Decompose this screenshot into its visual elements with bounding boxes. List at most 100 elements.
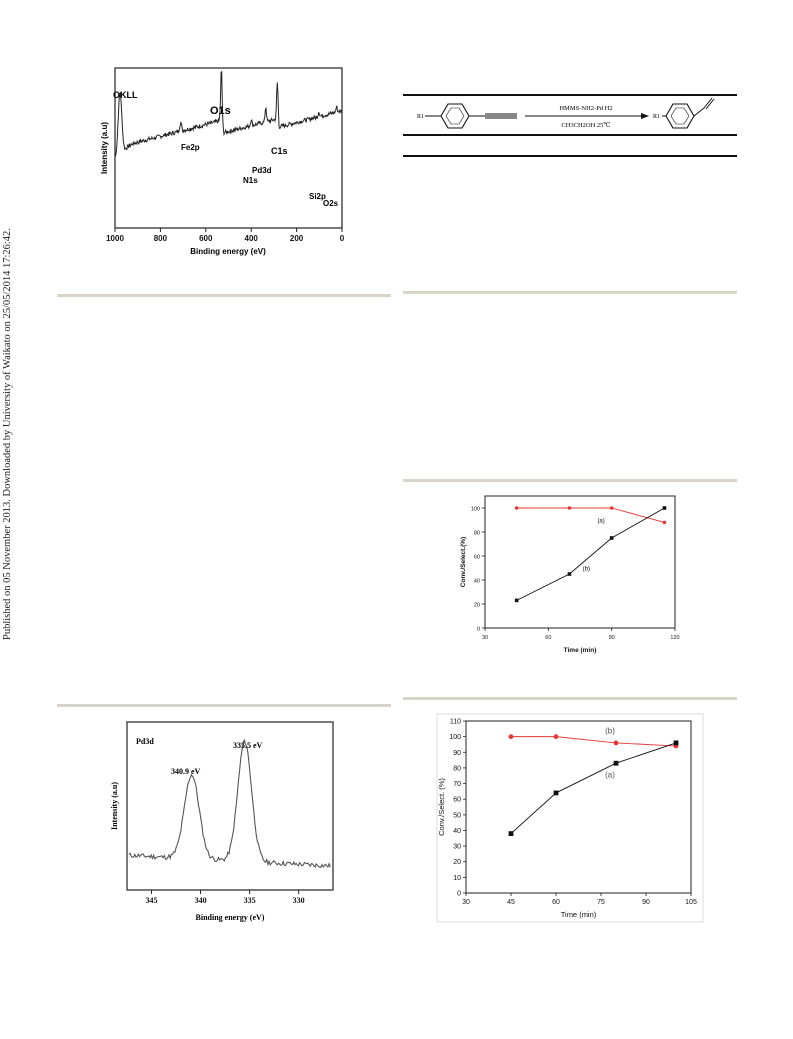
peak-label-pd3d: Pd3d — [252, 166, 272, 175]
survey-y-axis-title: Intensity (a.u) — [100, 122, 109, 174]
y-tick-label: 20 — [474, 603, 480, 609]
pd3d-plot-frame — [126, 721, 334, 891]
peak-label-fe2p: Fe2p — [181, 143, 200, 152]
data-point-circle — [609, 506, 614, 510]
survey-x-axis: 1000 800 600 400 200 0 — [106, 228, 345, 243]
data-point-circle — [567, 506, 572, 510]
plot-frame — [484, 495, 676, 629]
data-point-circle — [553, 734, 559, 740]
survey-x-axis-title: Binding energy (eV) — [190, 247, 266, 256]
product-benzene-inner — [670, 107, 690, 125]
data-point-square — [553, 790, 559, 796]
y-tick-label: 100 — [449, 734, 461, 741]
product-benzene-ring — [665, 103, 695, 129]
product-r1: R1 — [653, 114, 660, 120]
x-tick-label: 105 — [685, 899, 697, 906]
survey-x-tick-label: 800 — [154, 234, 168, 243]
pd3d-spectrum-line — [128, 739, 331, 869]
x-tick-label: 60 — [545, 635, 551, 641]
survey-spectrum-line — [114, 71, 343, 158]
y-tick-label: 30 — [453, 844, 461, 851]
pd3d-x-tick-label: 335 — [244, 896, 256, 905]
chart-2-border — [436, 713, 704, 923]
y-axis-title: Conv./Select.(%) — [460, 537, 467, 587]
reagent-solvent: CH3CH2OH 25℃ — [561, 121, 610, 129]
section-divider-right-2 — [403, 479, 737, 482]
section-divider-right-3 — [403, 697, 737, 700]
peak-label-n1s: N1s — [243, 176, 258, 185]
download-side-note: Published on 05 November 2013. Downloade… — [2, 228, 13, 650]
y-tick-label: 50 — [453, 812, 461, 819]
x-axis-title: Time (min) — [561, 910, 597, 919]
pd3d-panel-label: Pd3d — [136, 737, 154, 746]
conversion-chart-2: 30 45 60 75 90 105 0 10 20 30 40 50 60 70 80 90 100 110 Ti… — [436, 713, 704, 923]
pd3d-x-axis: 345 340 335 330 — [146, 890, 305, 905]
series-label-1: (b) — [583, 566, 590, 572]
series-label-0: (b) — [605, 727, 615, 736]
y-tick-label: 70 — [453, 781, 461, 788]
survey-x-tick-label: 400 — [245, 234, 259, 243]
y-tick-label: 110 — [450, 719, 461, 726]
survey-x-tick-label: 0 — [340, 234, 345, 243]
series-line-1 — [510, 742, 677, 834]
reactant-r1: R1 — [417, 114, 424, 120]
y-tick-label: 60 — [453, 797, 461, 804]
conversion-chart-1: 30 60 90 120 0 20 40 60 80 100 Time (min) Conv./Sel… — [460, 495, 680, 654]
plot-frame — [465, 720, 692, 894]
vinyl-double-bond-1 — [703, 97, 713, 109]
pd3d-x-tick-label: 330 — [293, 896, 305, 905]
series-line-1 — [516, 507, 665, 601]
y-tick-label: 90 — [453, 750, 461, 757]
y-tick-label: 40 — [474, 579, 480, 585]
reaction-scheme: R1 HMMS-NH2-Pd H2 CH3CH2OH 25℃ R1 — [417, 97, 715, 129]
y-tick-label: 20 — [453, 859, 461, 866]
chart-1-plot: 30 60 90 120 0 20 40 60 80 100 Time (min) Conv./Sel… — [460, 495, 680, 654]
data-point-square — [514, 598, 519, 603]
vinyl-double-bond-2 — [705, 98, 715, 110]
x-axis-title: Time (min) — [564, 647, 597, 654]
survey-x-tick-label: 200 — [290, 234, 304, 243]
peak-label-si2p: Si2p — [309, 192, 326, 201]
x-tick-label: 120 — [670, 635, 679, 641]
data-point-square — [662, 506, 667, 510]
data-point-square — [673, 740, 679, 746]
xps-pd3d-figure: 345 340 335 330 Pd3d 340.9 eV 335.5 eV Bind… — [110, 721, 334, 922]
survey-plot-frame — [114, 67, 343, 229]
reaction-arrow-head — [641, 113, 649, 119]
y-tick-label: 0 — [477, 627, 480, 633]
reactant-benzene-ring — [440, 103, 470, 129]
y-axis-title: Conv./Select. (%) — [437, 778, 446, 836]
x-tick-label: 90 — [609, 635, 615, 641]
series-label-0: (a) — [597, 518, 604, 524]
survey-x-tick-label: 600 — [199, 234, 213, 243]
y-tick-label: 60 — [474, 555, 480, 561]
section-divider-left-1 — [57, 294, 391, 297]
side-note-text: Published on 05 November 2013. Downloade… — [2, 228, 13, 640]
series-line-0 — [516, 507, 665, 523]
reagent-catalyst: HMMS-NH2-Pd H2 — [559, 105, 612, 112]
data-point-square — [613, 760, 619, 766]
data-point-circle — [514, 506, 519, 510]
data-point-square — [508, 831, 514, 836]
pd3d-x-tick-label: 345 — [146, 896, 158, 905]
x-tick-label: 60 — [552, 899, 560, 906]
scheme-top-rule — [403, 94, 737, 96]
section-divider-right-1 — [403, 291, 737, 294]
data-point-circle — [508, 734, 514, 740]
x-tick-label: 30 — [462, 899, 470, 906]
reactant-r-label: R1 — [417, 114, 424, 120]
reactant-benzene-inner — [445, 107, 465, 125]
pd3d-x-axis-title: Binding energy (eV) — [196, 913, 265, 922]
data-point-circle — [662, 520, 667, 525]
data-point-square — [567, 572, 572, 576]
survey-x-tick-label: 1000 — [106, 234, 124, 243]
peak-label-o2s: O2s — [323, 199, 339, 208]
y-tick-label: 100 — [471, 507, 480, 513]
y-tick-label: 80 — [453, 765, 461, 772]
series-line-0 — [511, 736, 677, 747]
y-tick-label: 0 — [457, 891, 461, 898]
pd3d-y-axis-title: Intensity (a.u) — [110, 782, 119, 830]
x-tick-label: 90 — [642, 899, 650, 906]
y-tick-label: 80 — [474, 531, 480, 537]
x-tick-label: 75 — [597, 899, 605, 906]
